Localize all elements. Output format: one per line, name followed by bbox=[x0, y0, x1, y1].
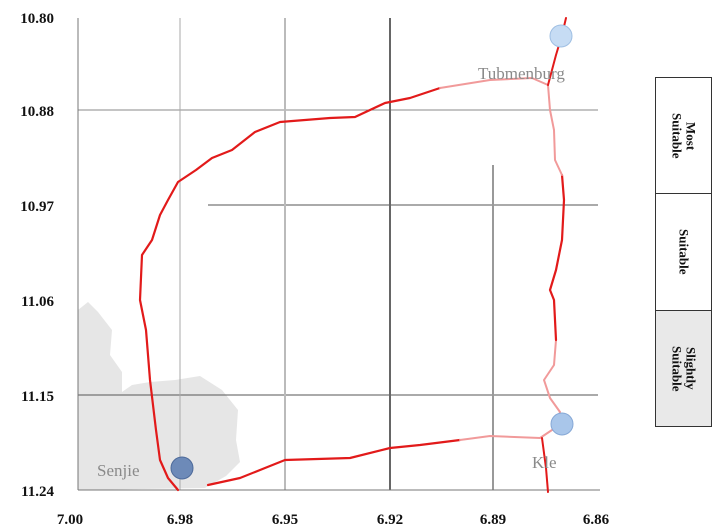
y-tick-label: 10.97 bbox=[20, 199, 54, 215]
town-label-kle: Kle bbox=[532, 453, 557, 472]
y-tick-label: 10.88 bbox=[20, 104, 54, 120]
legend-label: Suitable bbox=[676, 229, 692, 275]
y-axis-ticks: 10.80 10.88 10.97 11.06 11.15 11.24 bbox=[20, 11, 54, 500]
town-marker-senjie[interactable] bbox=[170, 456, 194, 480]
route bbox=[138, 17, 567, 493]
legend-item-suitable: Suitable bbox=[656, 194, 711, 311]
route-segment-south bbox=[206, 438, 462, 487]
x-axis-ticks: 7.00 6.98 6.95 6.92 6.89 6.86 bbox=[57, 512, 610, 528]
legend-item-most-suitable: Most Suitable bbox=[656, 78, 711, 195]
route-segment-east-light bbox=[439, 77, 563, 176]
town-marker-kle[interactable] bbox=[550, 412, 574, 436]
y-tick-label: 10.80 bbox=[20, 11, 54, 27]
town-marker-tubmenburg[interactable] bbox=[549, 24, 573, 48]
y-tick-label: 11.06 bbox=[21, 294, 54, 310]
x-tick-label: 6.86 bbox=[583, 512, 610, 528]
x-tick-label: 6.98 bbox=[167, 512, 193, 528]
land-area bbox=[78, 302, 240, 490]
legend-label: Slightly Suitable bbox=[669, 345, 699, 392]
x-tick-label: 6.92 bbox=[377, 512, 403, 528]
route-segment-west bbox=[138, 86, 442, 492]
route-segment-east bbox=[548, 173, 566, 342]
town-label-senjie: Senjie bbox=[97, 461, 140, 480]
suitability-legend: Most Suitable Suitable Slightly Suitable bbox=[655, 77, 712, 427]
route-segment-south-light bbox=[459, 339, 561, 441]
grid bbox=[78, 18, 598, 490]
town-label-tubmenburg: Tubmenburg bbox=[478, 64, 565, 83]
x-tick-label: 6.89 bbox=[480, 512, 506, 528]
x-tick-label: 7.00 bbox=[57, 512, 83, 528]
legend-item-slightly-suitable: Slightly Suitable bbox=[656, 310, 711, 426]
y-tick-label: 11.24 bbox=[21, 484, 54, 500]
legend-label: Most Suitable bbox=[669, 112, 699, 159]
y-tick-label: 11.15 bbox=[21, 389, 54, 405]
route-segment-kle-south bbox=[541, 437, 549, 493]
x-tick-label: 6.95 bbox=[272, 512, 298, 528]
